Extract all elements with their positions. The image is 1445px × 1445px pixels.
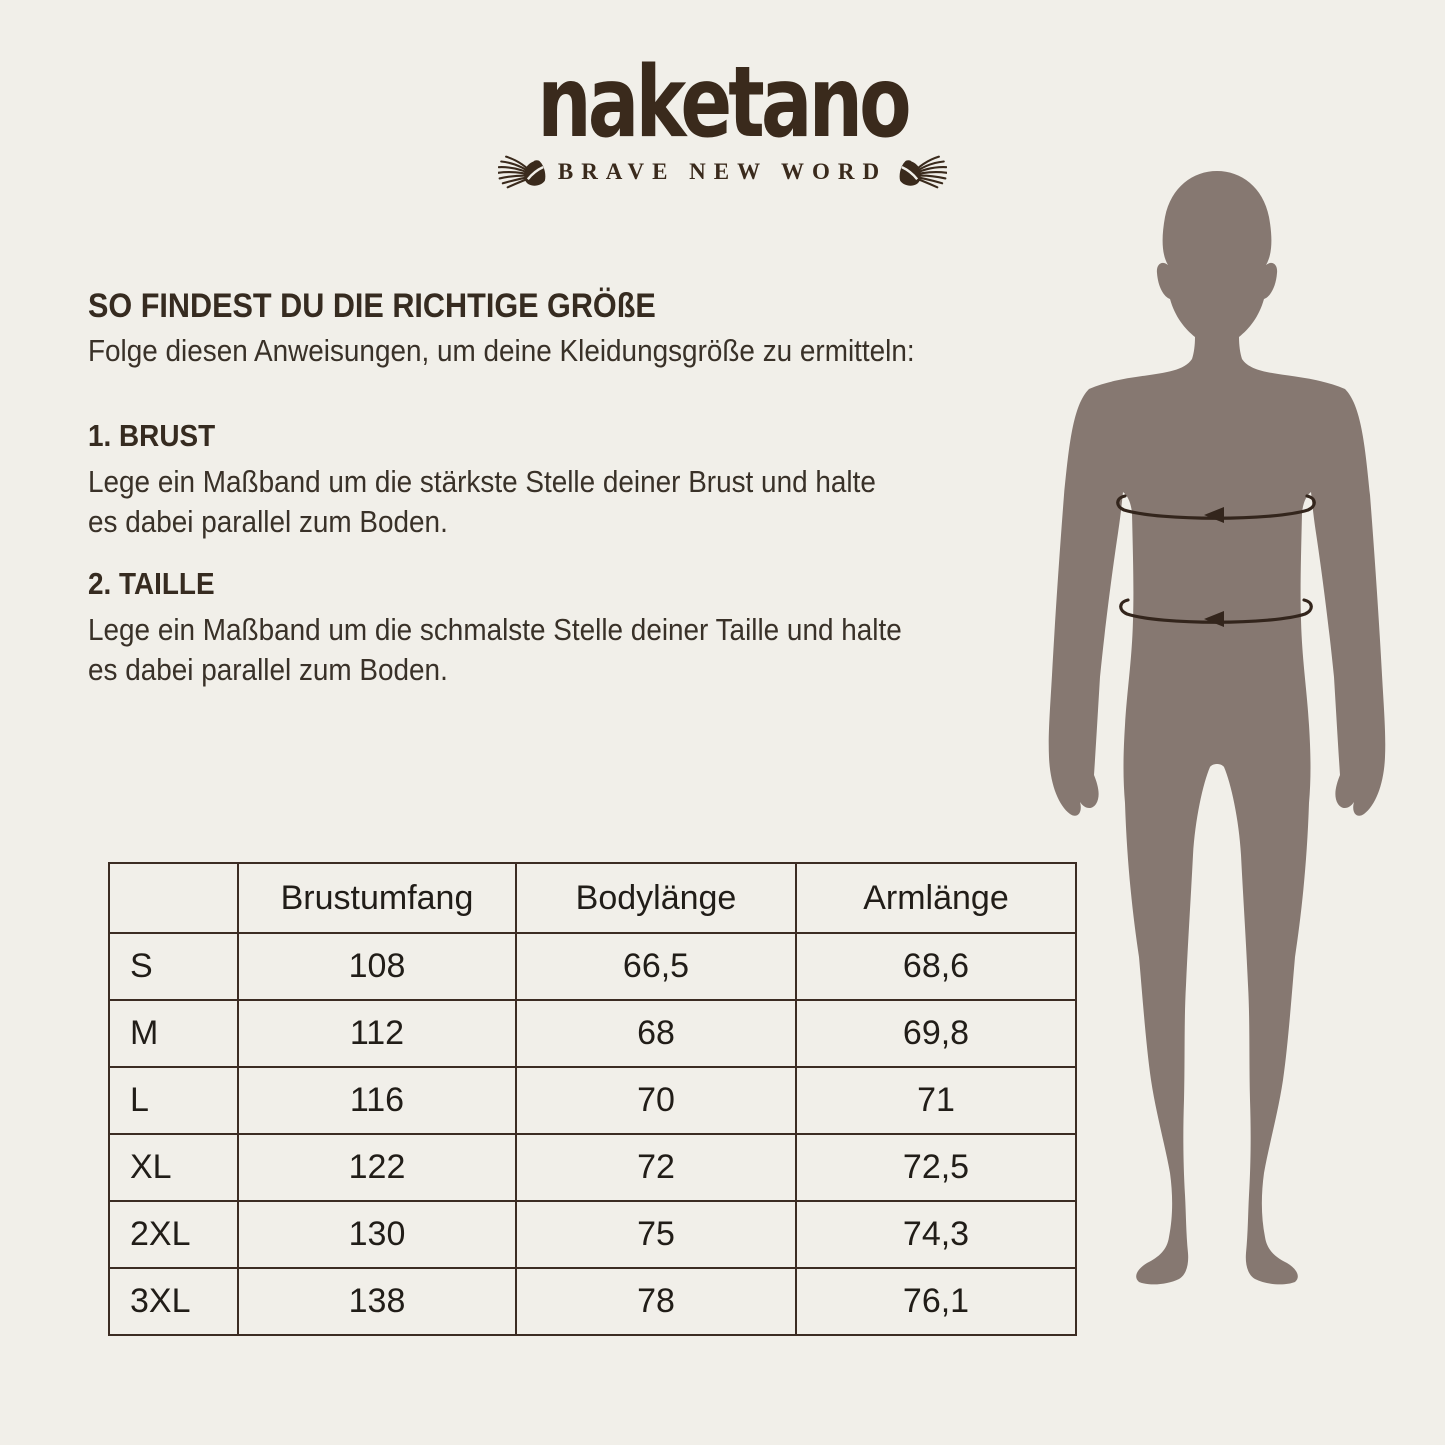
- cell-value: 112: [237, 999, 517, 1068]
- size-label: M: [108, 999, 239, 1068]
- cell-value: 70: [515, 1066, 797, 1135]
- male-silhouette-shape: [1048, 171, 1386, 1285]
- brand-logo: naketano BRAVE NEW WORD: [0, 54, 1445, 190]
- page-subtitle: Folge diesen Anweisungen, um deine Kleid…: [88, 333, 915, 369]
- cell-value: 74,3: [795, 1200, 1077, 1269]
- cell-value: 68: [515, 999, 797, 1068]
- cell-value: 72,5: [795, 1133, 1077, 1202]
- col-armlaenge: Armlänge: [795, 862, 1077, 934]
- table-row: 3XL 138 78 76,1: [108, 1267, 1077, 1336]
- wing-left-icon: [497, 155, 546, 189]
- size-table: Brustumfang Bodylänge Armlänge S 108 66,…: [108, 862, 1077, 1336]
- size-table-header: Brustumfang Bodylänge Armlänge: [108, 862, 1077, 934]
- size-label: S: [108, 932, 239, 1001]
- wing-right-icon: [899, 155, 948, 189]
- size-label: L: [108, 1066, 239, 1135]
- cell-value: 69,8: [795, 999, 1077, 1068]
- brand-tagline-row: BRAVE NEW WORD: [497, 154, 948, 190]
- cell-value: 76,1: [795, 1267, 1077, 1336]
- table-row: L 116 70 71: [108, 1066, 1077, 1135]
- cell-value: 66,5: [515, 932, 797, 1001]
- intro-section: SO FINDEST DU DIE RICHTIGE GRÖßE Folge d…: [88, 287, 988, 369]
- cell-value: 78: [515, 1267, 797, 1336]
- cell-value: 72: [515, 1133, 797, 1202]
- page-title: SO FINDEST DU DIE RICHTIGE GRÖßE: [88, 287, 656, 325]
- cell-value: 116: [237, 1066, 517, 1135]
- body-silhouette: [1048, 171, 1386, 1285]
- cell-value: 75: [515, 1200, 797, 1269]
- step-brust: 1. BRUST Lege ein Maßband um die stärkst…: [88, 418, 988, 542]
- brand-tagline: BRAVE NEW WORD: [557, 159, 888, 184]
- step-taille-title: 2. TAILLE: [88, 566, 215, 601]
- cell-value: 122: [237, 1133, 517, 1202]
- col-brustumfang: Brustumfang: [237, 862, 517, 934]
- brand-wordmark: naketano: [537, 46, 911, 160]
- col-bodylaenge: Bodylänge: [515, 862, 797, 934]
- cell-value: 108: [237, 932, 517, 1001]
- table-row: S 108 66,5 68,6: [108, 932, 1077, 1001]
- cell-value: 71: [795, 1066, 1077, 1135]
- size-label: 3XL: [108, 1267, 239, 1336]
- step-brust-title: 1. BRUST: [88, 418, 216, 453]
- size-label: XL: [108, 1133, 239, 1202]
- table-row: 2XL 130 75 74,3: [108, 1200, 1077, 1269]
- step-taille-text: Lege ein Maßband um die schmalste Stelle…: [88, 612, 902, 687]
- cell-value: 130: [237, 1200, 517, 1269]
- step-taille: 2. TAILLE Lege ein Maßband um die schmal…: [88, 566, 988, 690]
- table-row: XL 122 72 72,5: [108, 1133, 1077, 1202]
- waist-arrowhead-icon: [1204, 611, 1224, 627]
- col-size: [108, 862, 239, 934]
- step-brust-text: Lege ein Maßband um die stärkste Stelle …: [88, 464, 876, 539]
- cell-value: 138: [237, 1267, 517, 1336]
- table-row: M 112 68 69,8: [108, 999, 1077, 1068]
- size-label: 2XL: [108, 1200, 239, 1269]
- cell-value: 68,6: [795, 932, 1077, 1001]
- chest-arrowhead-icon: [1204, 507, 1224, 523]
